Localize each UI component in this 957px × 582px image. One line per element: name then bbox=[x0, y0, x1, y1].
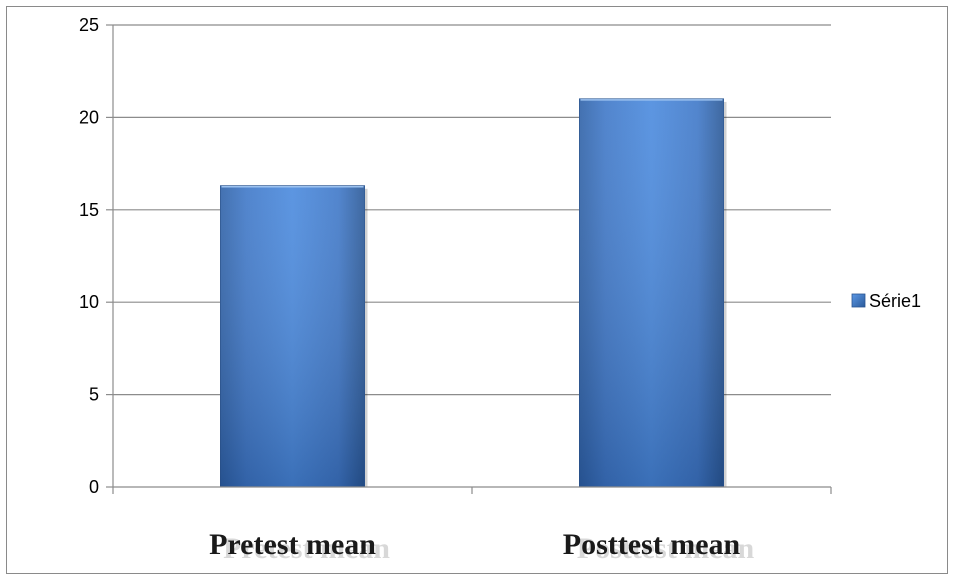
legend-label: Série1 bbox=[869, 291, 921, 311]
y-tick-label-20: 20 bbox=[79, 107, 99, 127]
category-label-0: Pretest mean bbox=[209, 528, 376, 561]
bar-shade-1 bbox=[579, 98, 724, 488]
axes bbox=[106, 24, 832, 494]
y-tick-label-10: 10 bbox=[79, 292, 99, 312]
bars bbox=[220, 98, 727, 488]
legend-swatch bbox=[851, 293, 866, 308]
category-label-reflection-1: Posttest mean bbox=[577, 532, 755, 565]
y-tick-label-0: 0 bbox=[89, 477, 99, 497]
category-label-1: Posttest mean bbox=[563, 528, 741, 561]
y-tick-labels: 0 5 10 15 20 25 bbox=[79, 15, 99, 497]
legend: Série1 bbox=[851, 291, 921, 311]
y-tick-label-15: 15 bbox=[79, 200, 99, 220]
category-label-reflection-0: Pretest mean bbox=[223, 532, 390, 565]
chart-frame bbox=[6, 6, 948, 574]
y-tick-label-5: 5 bbox=[89, 385, 99, 405]
bar-shade-0 bbox=[220, 185, 365, 487]
y-tick-label-25: 25 bbox=[79, 15, 99, 35]
